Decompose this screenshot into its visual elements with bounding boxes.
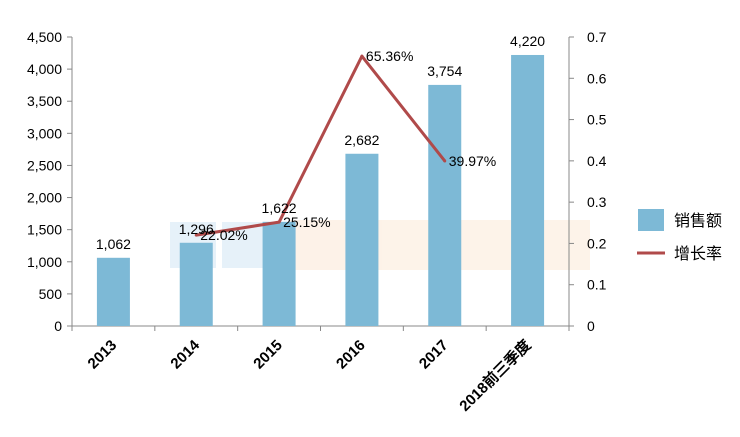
bar xyxy=(428,84,462,326)
bar-value-label: 4,220 xyxy=(510,33,545,49)
bar xyxy=(96,257,130,326)
bar-series xyxy=(96,54,545,326)
bar xyxy=(262,221,296,326)
x-tick-label: 2018前三季度 xyxy=(456,335,535,414)
bar xyxy=(345,153,379,326)
right-tick-label: 0.1 xyxy=(587,277,607,293)
growth-point xyxy=(360,54,364,58)
left-tick-label: 4,000 xyxy=(27,61,62,77)
bar xyxy=(179,242,213,326)
bar-value-label: 3,754 xyxy=(427,63,462,79)
bar-value-label: 1,622 xyxy=(262,200,297,216)
x-tick-label: 2014 xyxy=(167,336,203,372)
x-tick-label: 2017 xyxy=(416,337,452,373)
bar-value-label: 2,682 xyxy=(344,132,379,148)
bar-value-label: 1,296 xyxy=(179,221,214,237)
growth-value-label: 65.36% xyxy=(366,48,413,64)
right-tick-label: 0.4 xyxy=(587,153,607,169)
right-tick-label: 0.7 xyxy=(587,29,607,45)
bar-value-label: 1,062 xyxy=(96,236,131,252)
right-tick-label: 0.5 xyxy=(587,112,607,128)
line-series xyxy=(194,54,447,237)
bar xyxy=(511,54,545,326)
growth-value-label: 25.15% xyxy=(283,214,330,230)
data-labels: 1,062 1,296 1,622 2,682 3,754 4,220 22.02% 25.1… xyxy=(96,33,545,252)
x-tick-label: 2016 xyxy=(333,337,369,373)
growth-point xyxy=(443,159,447,163)
growth-line xyxy=(196,54,446,237)
legend-bar-swatch xyxy=(638,209,664,231)
left-tick-label: 3,000 xyxy=(27,125,62,141)
left-tick-label: 1,000 xyxy=(27,254,62,270)
left-tick-label: 0 xyxy=(54,318,62,334)
growth-point xyxy=(277,220,281,224)
growth-point xyxy=(194,233,198,237)
legend-line-label: 增长率 xyxy=(674,245,722,263)
left-tick-label: 500 xyxy=(39,286,63,302)
left-tick-label: 4,500 xyxy=(27,29,62,45)
right-tick-label: 0.6 xyxy=(587,70,607,86)
right-tick-label: 0 xyxy=(587,318,595,334)
left-tick-label: 3,500 xyxy=(27,93,62,109)
x-tick-label: 2013 xyxy=(85,337,121,373)
growth-value-label: 22.02% xyxy=(200,227,247,243)
left-tick-label: 1,500 xyxy=(27,222,62,238)
left-tick-label: 2,500 xyxy=(27,157,62,173)
growth-value-label: 39.97% xyxy=(449,153,496,169)
right-tick-label: 0.2 xyxy=(587,235,607,251)
left-tick-label: 2,000 xyxy=(27,190,62,206)
legend-bar-label: 销售额 xyxy=(674,212,722,230)
x-tick-label: 2015 xyxy=(250,337,286,373)
right-tick-label: 0.3 xyxy=(587,194,607,210)
